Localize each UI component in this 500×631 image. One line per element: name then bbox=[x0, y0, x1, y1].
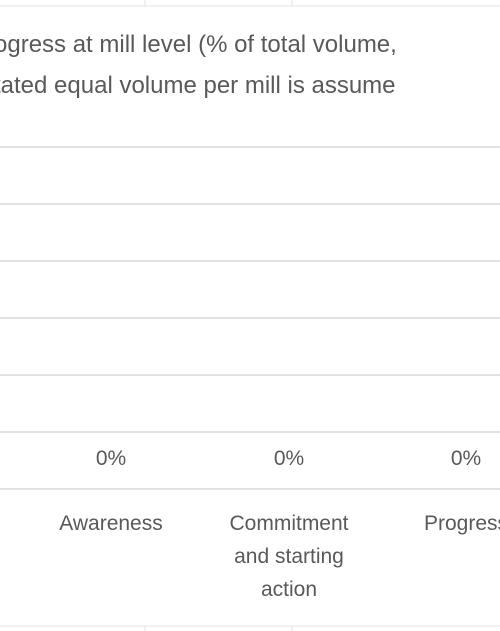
data-label: 0% bbox=[95, 447, 127, 470]
category-label: Commitment and starting action bbox=[229, 512, 349, 601]
chart-title-line-1: ogress at mill level (% of total volume, bbox=[0, 31, 397, 58]
category-label: Awareness bbox=[59, 512, 163, 535]
data-label: 0% bbox=[450, 447, 482, 470]
chart-title-line-2: tated equal volume per mill is assume bbox=[0, 72, 396, 99]
category-label: Progress bbox=[423, 512, 500, 535]
data-label: 0% bbox=[273, 447, 305, 470]
